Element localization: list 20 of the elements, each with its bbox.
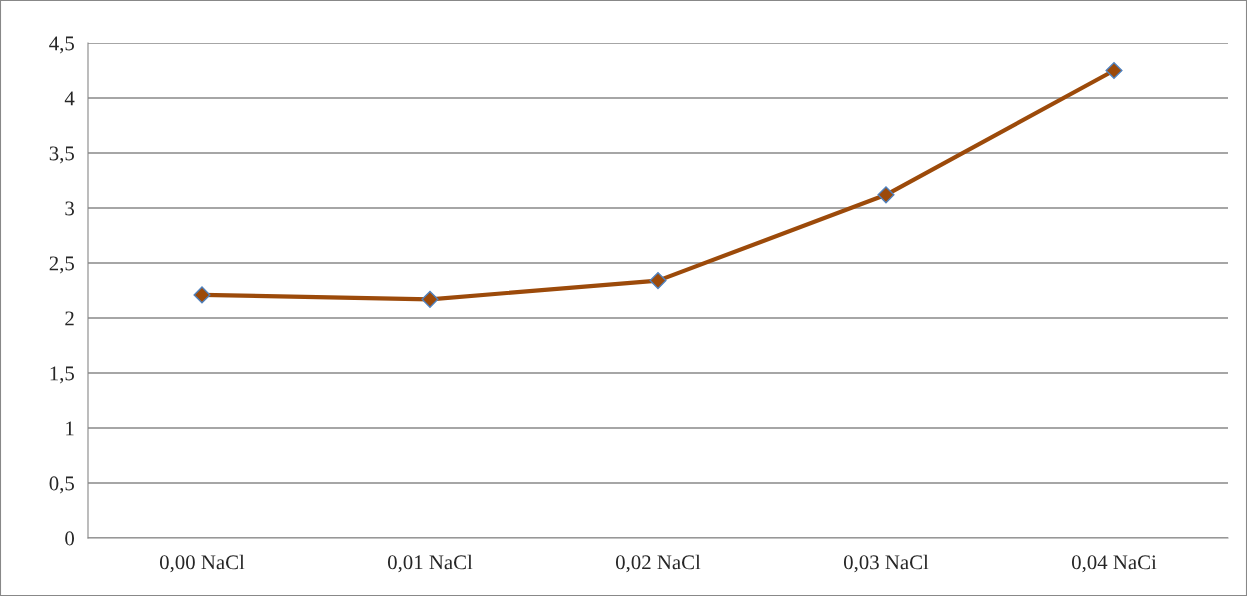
y-tick-label: 0,5	[49, 476, 74, 494]
point	[877, 186, 895, 204]
point	[421, 290, 439, 308]
y-tick-label: 4	[64, 91, 75, 106]
x-tick-label: 0,01 NaCl	[387, 554, 473, 573]
y-tick-label: 2	[65, 311, 74, 326]
y-tick-label: 0	[65, 531, 75, 546]
y-tick-label: 4,5	[49, 36, 74, 54]
x-tick-label: 0,00 NaCl	[159, 554, 245, 573]
y-tick-label: 2,5	[49, 256, 74, 274]
x-tick-label: 0,04 NaCi	[1071, 555, 1157, 573]
point	[649, 272, 667, 290]
point	[193, 286, 211, 304]
y-tick-label: 1,5	[50, 366, 74, 384]
point	[1105, 61, 1123, 80]
x-tick-label: 0,02 NaCl	[615, 554, 701, 573]
y-tick-label: 3,5	[49, 146, 74, 164]
y-tick-label: 3	[65, 201, 74, 216]
x-tick-label: 0,03 NaCl	[843, 554, 929, 573]
y-tick-label: 1	[66, 421, 74, 436]
